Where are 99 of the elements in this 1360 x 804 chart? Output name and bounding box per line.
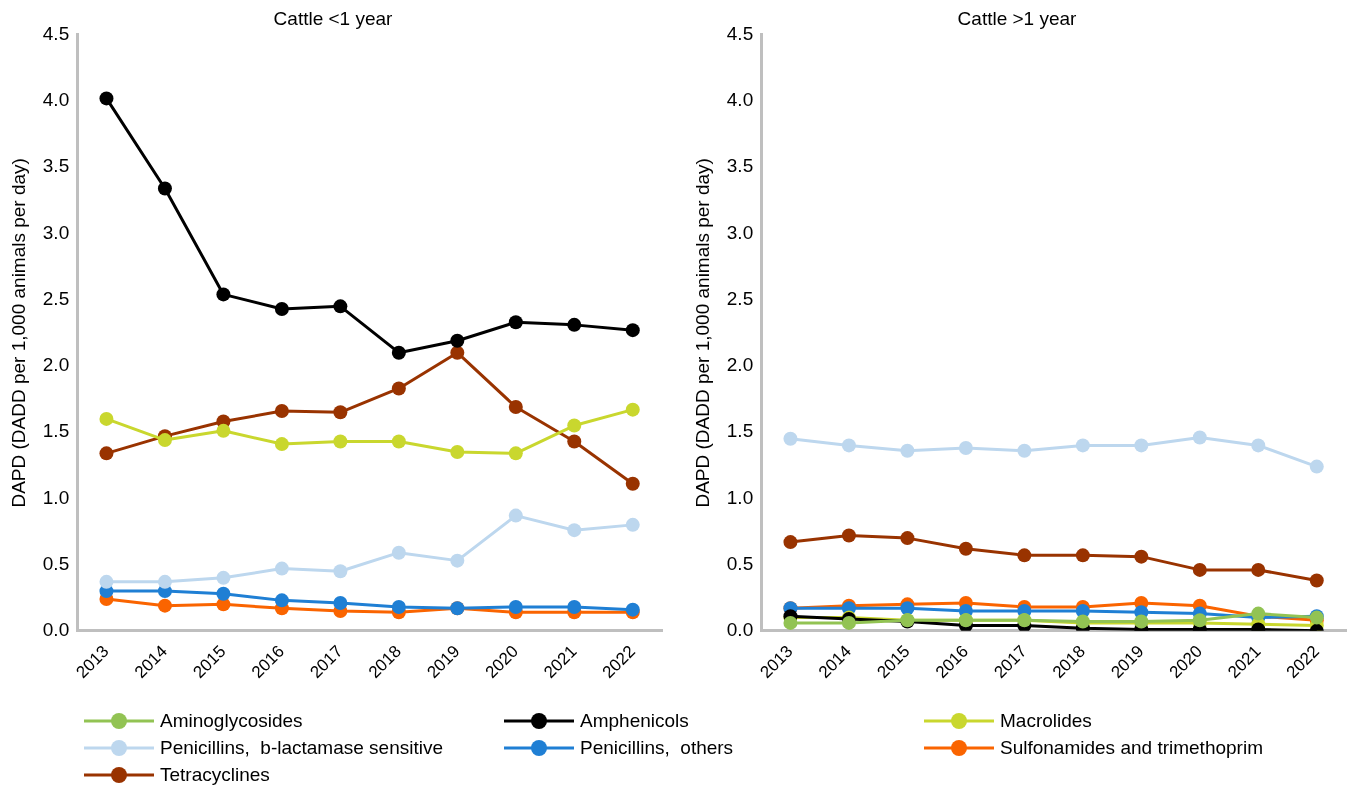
legend-label: Amphenicols [580, 709, 689, 732]
chart-title: Cattle <1 year [273, 7, 394, 29]
y-tick-label: 2.5 [42, 287, 70, 309]
y-tick-label: 3.5 [42, 155, 70, 177]
legend-label: Macrolides [1000, 709, 1092, 732]
point [900, 531, 915, 546]
y-tick-label: 2.5 [726, 287, 754, 309]
point [900, 601, 915, 616]
point [333, 299, 348, 314]
point [508, 446, 523, 461]
point [508, 599, 523, 614]
y-tick-label: 3.5 [726, 155, 754, 177]
point [783, 431, 798, 446]
y-tick-label: 4.0 [726, 89, 754, 111]
point [1309, 459, 1324, 474]
y-tick-label: 1.5 [42, 420, 70, 442]
point [1134, 549, 1149, 564]
point [99, 411, 114, 426]
point [1309, 573, 1324, 588]
point [1075, 438, 1090, 453]
y-tick-label: 2.0 [726, 354, 754, 376]
point [841, 615, 856, 630]
point [333, 434, 348, 449]
y-tick-label: 1.0 [726, 486, 754, 508]
y-tick-label: 3.0 [42, 221, 70, 243]
point [1251, 562, 1266, 577]
point [216, 570, 231, 585]
y-tick-label: 0.0 [42, 619, 70, 641]
point [274, 403, 289, 418]
point [508, 315, 523, 330]
point [783, 615, 798, 630]
point [216, 287, 231, 302]
y-axis-title: DAPD (DADD per 1,000 animals per day) [691, 158, 713, 508]
point [157, 598, 172, 613]
point [333, 596, 348, 611]
point [1192, 562, 1207, 577]
y-tick-label: 0.5 [726, 552, 754, 574]
point [216, 586, 231, 601]
y-tick-label: 4.5 [42, 23, 70, 45]
point [450, 345, 465, 360]
point [567, 317, 582, 332]
point [157, 433, 172, 448]
point [841, 528, 856, 543]
point [450, 333, 465, 348]
point [841, 438, 856, 453]
point [391, 434, 406, 449]
y-tick-label: 1.0 [42, 486, 70, 508]
point [625, 476, 640, 491]
legend-label: Sulfonamides and trimethoprim [1000, 736, 1263, 759]
legend-label: Penicillins, others [580, 736, 734, 759]
point [274, 437, 289, 452]
point [99, 574, 114, 589]
point [1192, 430, 1207, 445]
point [391, 545, 406, 560]
point [157, 574, 172, 589]
point [216, 423, 231, 438]
point [274, 301, 289, 316]
point [333, 405, 348, 420]
chart-title: Cattle >1 year [957, 7, 1078, 29]
point [508, 508, 523, 523]
point [1134, 438, 1149, 453]
point [958, 441, 973, 456]
point [391, 345, 406, 360]
y-axis-title: DAPD (DADD per 1,000 animals per day) [7, 158, 29, 508]
point [274, 593, 289, 608]
y-tick-label: 4.5 [726, 23, 754, 45]
y-tick-label: 3.0 [726, 221, 754, 243]
y-tick-label: 4.0 [42, 89, 70, 111]
point [274, 561, 289, 576]
point [625, 517, 640, 532]
point [900, 443, 915, 458]
legend-label: Tetracyclines [160, 763, 270, 786]
point [625, 323, 640, 338]
y-tick-label: 0.5 [42, 552, 70, 574]
point [1251, 438, 1266, 453]
point [1017, 548, 1032, 563]
point [450, 445, 465, 460]
point [1075, 548, 1090, 563]
point [99, 446, 114, 461]
point [157, 181, 172, 196]
point [625, 402, 640, 417]
point [508, 399, 523, 414]
y-tick-label: 1.5 [726, 420, 754, 442]
point [958, 541, 973, 556]
y-tick-label: 0.0 [726, 619, 754, 641]
point [391, 599, 406, 614]
point [567, 599, 582, 614]
point [99, 91, 114, 106]
y-tick-label: 2.0 [42, 354, 70, 376]
point [450, 553, 465, 568]
point [391, 381, 406, 396]
legend-label: Aminoglycosides [160, 709, 303, 732]
point [567, 523, 582, 538]
point [333, 564, 348, 579]
point [1017, 443, 1032, 458]
point [567, 434, 582, 449]
point [567, 418, 582, 433]
legend-label: Penicillins, b-lactamase sensitive [160, 736, 444, 759]
point [783, 535, 798, 550]
